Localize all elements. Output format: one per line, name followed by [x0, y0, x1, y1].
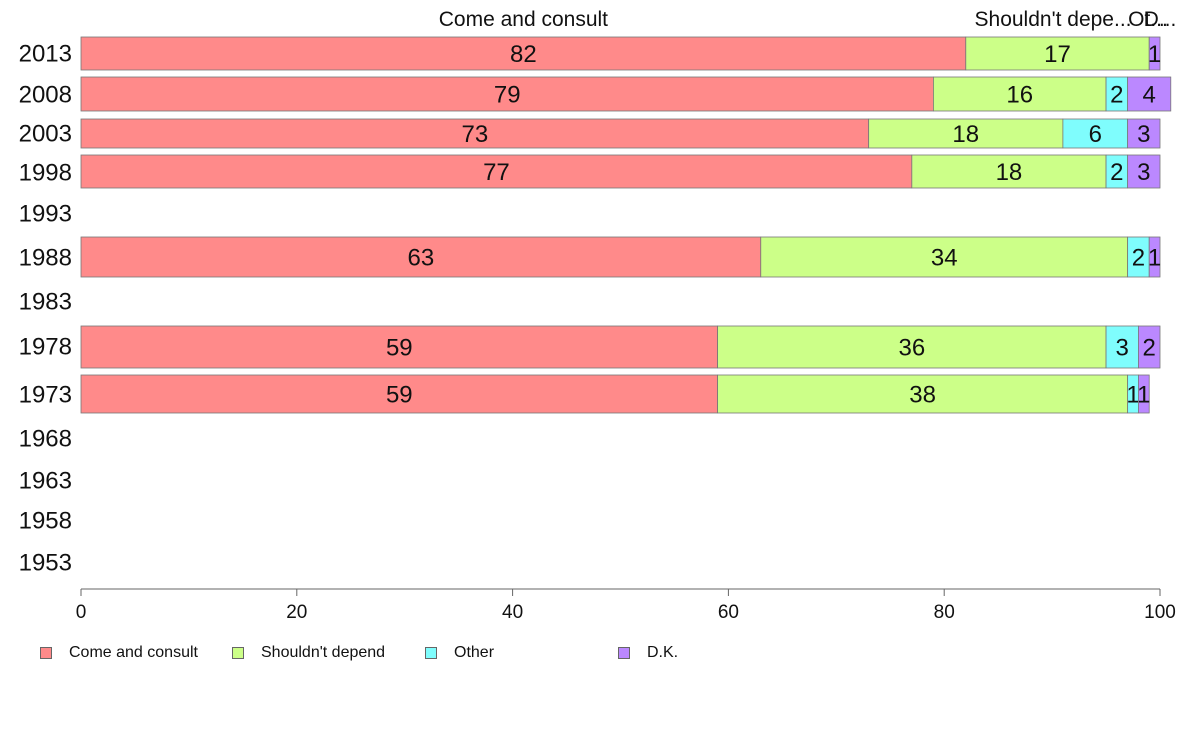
data-label-2003-shouldn-t-depend: 18 — [952, 121, 979, 148]
bar-segment-2008-d-k- — [1127, 76, 1172, 112]
data-label-1988-shouldn-t-depend: 34 — [931, 245, 958, 272]
bar-segment-2013-shouldn-t-depend — [965, 36, 1150, 71]
bar-segment-1988-d-k- — [1148, 236, 1161, 278]
x-tick-label-100: 100 — [1144, 602, 1176, 623]
x-tick-label-0: 0 — [76, 602, 87, 623]
series-header-come-and-consult: Come and consult — [439, 8, 608, 31]
x-axis: 0 20 40 60 80 100 — [76, 588, 1176, 623]
bar-segment-2013-d-k- — [1148, 36, 1161, 71]
legend-label-d-k-: D.K. — [647, 644, 679, 661]
y-tick-label-2003: 2003 — [19, 121, 72, 148]
legend-swatch-shouldn-t-depend — [232, 647, 244, 659]
data-label-2003-come-and-consult: 73 — [461, 121, 488, 148]
legend-label-come-and-consult: Come and consult — [69, 644, 198, 661]
bar-segment-1998-shouldn-t-depend — [911, 154, 1107, 189]
legend-label-other: Other — [454, 644, 495, 661]
bar-segment-1988-come-and-consult — [80, 236, 762, 278]
bars-group: 82 17 179 16 2 473 18 6 377 18 2 363 34 2 159 36 3 259 38 1… — [80, 36, 1172, 414]
y-tick-label-1953: 1953 — [19, 550, 72, 577]
y-tick-label-1998: 1998 — [19, 160, 72, 187]
legend-item-other: Other — [425, 643, 494, 663]
bar-segment-1978-d-k- — [1138, 325, 1161, 369]
bar-segment-1973-d-k- — [1138, 374, 1150, 414]
y-tick-label-1958: 1958 — [19, 508, 72, 535]
x-tick-label-20: 20 — [286, 602, 307, 623]
data-label-1988-come-and-consult: 63 — [408, 245, 435, 272]
legend-swatch-d-k- — [618, 647, 630, 659]
bar-segment-2008-shouldn-t-depend — [933, 76, 1107, 112]
data-label-2003-d-k-: 3 — [1137, 121, 1150, 148]
data-label-2003-other: 6 — [1089, 121, 1102, 148]
bar-segment-2003-shouldn-t-depend — [868, 118, 1064, 149]
data-label-1998-other: 2 — [1110, 159, 1123, 186]
series-header-d-k-: D... — [1144, 8, 1177, 31]
legend-item-d-k-: D.K. — [618, 643, 678, 663]
bar-segment-1973-shouldn-t-depend — [717, 374, 1129, 414]
y-tick-label-2008: 2008 — [19, 82, 72, 109]
bar-segment-2003-d-k- — [1127, 118, 1161, 149]
data-label-1978-d-k-: 2 — [1143, 335, 1156, 362]
bar-segment-1998-d-k- — [1127, 154, 1161, 189]
data-label-2013-d-k-: 1 — [1148, 41, 1161, 68]
y-tick-label-1978: 1978 — [19, 334, 72, 361]
stacked-bar-chart: Come and consult Shouldn't depe...Ot...D.… — [19, 8, 1177, 623]
y-tick-label-1963: 1963 — [19, 468, 72, 495]
bar-segment-1988-shouldn-t-depend — [760, 236, 1129, 278]
bar-segment-1978-other — [1105, 325, 1139, 369]
legend-swatch-come-and-consult — [40, 647, 52, 659]
data-label-2008-other: 2 — [1110, 82, 1123, 109]
y-tick-label-1988: 1988 — [19, 245, 72, 272]
data-label-2013-shouldn-t-depend: 17 — [1044, 41, 1071, 68]
x-tick-label-80: 80 — [934, 602, 955, 623]
data-label-1978-other: 3 — [1116, 335, 1129, 362]
bar-segment-1998-come-and-consult — [80, 154, 913, 189]
y-tick-label-1993: 1993 — [19, 201, 72, 228]
data-label-1988-d-k-: 1 — [1148, 245, 1161, 272]
y-axis-labels: 2013 2008 2003 1998 1993 1988 1983 1978 1973 1968… — [19, 41, 72, 577]
bar-segment-2003-come-and-consult — [80, 118, 870, 149]
y-tick-label-1968: 1968 — [19, 426, 72, 453]
data-label-2008-d-k-: 4 — [1143, 82, 1156, 109]
data-label-2013-come-and-consult: 82 — [510, 41, 537, 68]
data-label-1973-other: 1 — [1126, 382, 1139, 409]
bar-segment-2008-come-and-consult — [80, 76, 934, 112]
data-label-1973-come-and-consult: 59 — [386, 382, 413, 409]
legend-swatch-other — [425, 647, 437, 659]
x-tick-label-40: 40 — [502, 602, 523, 623]
legend-label-shouldn-t-depend: Shouldn't depend — [261, 644, 386, 661]
data-label-1998-d-k-: 3 — [1137, 159, 1150, 186]
data-label-2008-shouldn-t-depend: 16 — [1006, 82, 1033, 109]
data-label-2008-come-and-consult: 79 — [494, 82, 521, 109]
y-tick-label-2013: 2013 — [19, 41, 72, 68]
bar-segment-1978-come-and-consult — [80, 325, 719, 369]
data-label-1988-other: 2 — [1132, 245, 1145, 272]
bar-segment-1978-shouldn-t-depend — [717, 325, 1107, 369]
bar-segment-2003-other — [1062, 118, 1129, 149]
series-header-labels: Come and consult Shouldn't depe...Ot...D.… — [439, 8, 1177, 31]
data-label-1998-come-and-consult: 77 — [483, 159, 510, 186]
y-tick-label-1973: 1973 — [19, 382, 72, 409]
legend-item-shouldn-t-depend: Shouldn't depend — [232, 643, 385, 663]
series-header-other: Ot... — [1128, 8, 1168, 31]
x-tick-label-60: 60 — [718, 602, 739, 623]
data-label-1978-shouldn-t-depend: 36 — [898, 335, 925, 362]
data-label-1998-shouldn-t-depend: 18 — [996, 159, 1023, 186]
data-label-1973-shouldn-t-depend: 38 — [909, 382, 936, 409]
legend-item-come-and-consult: Come and consult — [40, 643, 198, 663]
data-label-1973-d-k-: 1 — [1137, 382, 1150, 409]
data-label-1978-come-and-consult: 59 — [386, 335, 413, 362]
bar-segment-1973-come-and-consult — [80, 374, 719, 414]
y-tick-label-1983: 1983 — [19, 289, 72, 316]
legend: Come and consult Shouldn't depend Other D.K… — [40, 643, 1140, 665]
series-header-shouldn-t-depend: Shouldn't depe... — [975, 8, 1132, 31]
